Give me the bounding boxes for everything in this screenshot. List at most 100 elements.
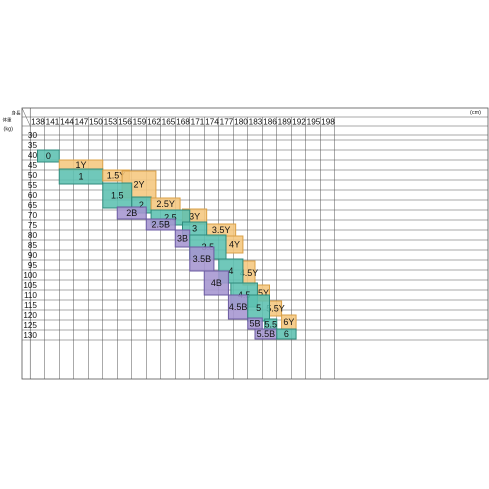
size-box-label: 4.5B xyxy=(229,302,248,312)
x-unit-label: (cm) xyxy=(470,110,481,116)
x-tick-label: 138 xyxy=(31,118,45,127)
y-tick-label: 125 xyxy=(23,321,37,330)
x-tick-label: 171 xyxy=(191,118,205,127)
x-tick-label: 165 xyxy=(162,118,176,127)
x-tick-label: 198 xyxy=(321,118,335,127)
size-box-label: 2.5 xyxy=(164,213,177,223)
y-tick-label: 70 xyxy=(28,211,38,220)
size-box-2-5B: 2.5B xyxy=(145,218,176,231)
x-tick-label: 195 xyxy=(307,118,321,127)
x-tick-label: 150 xyxy=(89,118,103,127)
size-box-label: 6 xyxy=(284,329,289,339)
size-box-5B: 5B xyxy=(247,317,263,330)
size-box-rect xyxy=(145,218,176,231)
size-box-3-5B: 3.5B xyxy=(189,246,215,272)
x-tick-label: 189 xyxy=(278,118,292,127)
size-box-label: 5.5 xyxy=(264,320,277,330)
size-box-4Y: 4Y xyxy=(225,235,244,254)
size-box-1: 1 xyxy=(58,168,104,185)
y-tick-label: 95 xyxy=(28,261,38,270)
y-unit-label: (kg) xyxy=(4,127,14,133)
x-tick-label: 144 xyxy=(60,118,74,127)
x-tick-label: 180 xyxy=(234,118,248,127)
size-box-label: 3Y xyxy=(189,212,200,222)
size-box-6Y: 6Y xyxy=(281,314,297,330)
y-tick-label: 65 xyxy=(28,201,38,210)
axes: 138 141 144 147 150 153 156 159 162 165 168 171 174 1… xyxy=(23,118,335,341)
height-header-label: 身長 xyxy=(12,110,21,117)
size-box-label: 3.5Y xyxy=(212,225,231,235)
size-box-rect xyxy=(203,270,229,296)
size-box-1-5: 1.5 xyxy=(102,182,133,209)
weight-header-label: 体重 xyxy=(3,117,12,124)
size-box-rect xyxy=(276,328,297,340)
x-tick-label: 168 xyxy=(176,118,190,127)
size-box-label: 2B xyxy=(126,208,137,218)
x-tick-label: 159 xyxy=(133,118,147,127)
size-box-label: 1.5Y xyxy=(107,171,126,181)
size-box-6: 6 xyxy=(276,328,297,340)
size-box-label: 1Y xyxy=(75,160,86,170)
y-tick-label: 110 xyxy=(24,291,37,300)
size-box-label: 5Y xyxy=(258,288,269,298)
size-box-label: 4Y xyxy=(229,240,240,250)
size-box-2B: 2B xyxy=(116,206,147,220)
y-tick-label: 45 xyxy=(28,161,38,170)
size-box-label: 5.5Y xyxy=(266,304,285,314)
y-tick-label: 60 xyxy=(28,191,38,200)
x-tick-label: 177 xyxy=(220,118,234,127)
y-tick-label: 50 xyxy=(28,171,38,180)
size-boxes: 0 1Y 1 1.5Y 2Y 1.5 2 2.5Y 2B 3Y 2.52.5B 3.5Y 3 3B 4Y 3.… xyxy=(37,149,297,340)
y-tick-label: 90 xyxy=(28,251,38,260)
size-box-label: 1.5 xyxy=(111,191,124,201)
size-box-0: 0 xyxy=(37,149,60,163)
size-box-label: 0 xyxy=(46,151,51,161)
x-tick-label: 162 xyxy=(147,118,161,127)
x-tick-label: 153 xyxy=(104,118,118,127)
y-tick-label: 40 xyxy=(28,151,38,160)
x-tick-label: 186 xyxy=(263,118,277,127)
y-tick-label: 100 xyxy=(23,271,37,280)
y-tick-label: 80 xyxy=(28,231,38,240)
size-box-5-5B: 5.5B xyxy=(254,328,278,340)
y-tick-label: 115 xyxy=(24,301,37,310)
y-tick-label: 35 xyxy=(28,141,38,150)
size-box-label: 4.5Y xyxy=(240,268,259,278)
size-box-5: 5 xyxy=(247,294,270,322)
x-tick-label: 192 xyxy=(292,118,306,127)
size-box-label: 3 xyxy=(192,224,197,234)
size-box-4-5B: 4.5B xyxy=(227,294,249,320)
y-tick-label: 85 xyxy=(28,241,38,250)
size-box-2-5Y: 2.5Y xyxy=(150,197,181,211)
y-tick-label: 55 xyxy=(28,181,38,190)
size-box-rect xyxy=(189,246,215,272)
size-box-label: 3.5B xyxy=(193,254,212,264)
size-box-label: 5 xyxy=(256,303,261,313)
size-box-label: 4 xyxy=(228,266,233,276)
x-tick-label: 174 xyxy=(205,118,219,127)
x-tick-label: 183 xyxy=(249,118,263,127)
corner-diagonal xyxy=(21,107,31,127)
grid-border xyxy=(21,107,489,380)
corner-header: 身長 体重 (kg) (cm) xyxy=(3,110,482,133)
y-tick-label: 120 xyxy=(23,311,37,320)
size-box-4B: 4B xyxy=(203,270,229,296)
size-box-label: 1 xyxy=(78,172,83,182)
size-box-label: 5B xyxy=(249,319,260,329)
y-tick-label: 105 xyxy=(23,281,37,290)
size-box-label: 4B xyxy=(211,278,222,288)
size-box-label: 2Y xyxy=(133,180,144,190)
x-tick-label: 141 xyxy=(46,118,60,127)
size-box-rect xyxy=(37,149,60,163)
y-tick-label: 75 xyxy=(28,221,38,230)
size-box-label: 3B xyxy=(177,234,188,244)
size-box-label: 2.5B xyxy=(151,220,170,230)
y-tick-label: 30 xyxy=(28,131,38,140)
size-box-label: 2 xyxy=(139,200,144,210)
size-box-label: 6Y xyxy=(283,317,294,327)
size-box-label: 2.5Y xyxy=(156,199,175,209)
x-tick-label: 156 xyxy=(118,118,132,127)
x-tick-label: 147 xyxy=(75,118,89,127)
size-box-3B: 3B xyxy=(174,229,191,248)
